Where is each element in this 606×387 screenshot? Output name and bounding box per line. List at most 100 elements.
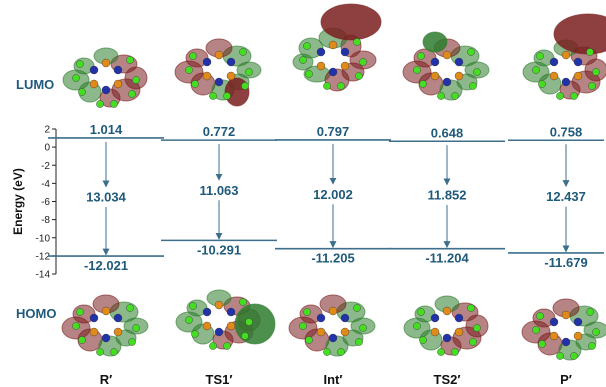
orbital-images (61, 3, 606, 361)
atom (532, 66, 540, 74)
atom (101, 85, 111, 95)
atom (226, 321, 236, 331)
lumo-row-label: LUMO (16, 77, 54, 92)
atom (556, 92, 564, 100)
atom (454, 71, 464, 81)
atom (536, 52, 544, 60)
lumo-value-label: 1.014 (90, 122, 123, 137)
atom (592, 328, 600, 336)
atom (89, 313, 99, 323)
y-axis-title: Energy (eV) (11, 168, 25, 235)
atom (76, 308, 84, 316)
orbital-lobe (224, 77, 250, 107)
molecule-orbital-image (174, 38, 262, 107)
atom (214, 50, 224, 60)
atom (454, 57, 464, 67)
atom (78, 336, 86, 344)
atom (549, 317, 559, 327)
atom (467, 48, 475, 56)
atom (214, 327, 224, 337)
y-tick-label: -8 (41, 215, 50, 226)
atom (549, 71, 559, 81)
molecule-orbital-image (402, 31, 490, 101)
atom (209, 92, 217, 100)
atom (328, 333, 338, 343)
atom (588, 82, 596, 90)
atom (214, 300, 224, 310)
molecule-orbital-image (522, 13, 606, 100)
y-tick-label: -12 (36, 251, 51, 262)
atom (323, 348, 331, 356)
atom (413, 66, 421, 74)
atom (113, 65, 123, 75)
atom (592, 68, 600, 76)
atom (337, 348, 345, 356)
gap-value-label: 11.852 (427, 187, 466, 202)
energy-axis: 2 0 -2 -4 -6 -8 -10 -12 -14 (36, 125, 57, 281)
atom (340, 313, 350, 323)
homo-value-label: -12.021 (84, 258, 128, 273)
gap-value-label: 12.437 (546, 189, 586, 204)
atom (76, 60, 84, 68)
atom (226, 57, 236, 67)
atom (442, 306, 452, 316)
molecule-orbital-image (521, 298, 606, 361)
atom (223, 92, 231, 100)
atom (561, 310, 571, 320)
atom (305, 336, 313, 344)
atom (442, 333, 452, 343)
category-label: Int′ (324, 372, 343, 387)
y-tick-label: -14 (36, 270, 51, 281)
atom (202, 307, 212, 317)
y-tick-label: 0 (44, 143, 50, 154)
atom (570, 92, 578, 100)
atom (340, 327, 350, 337)
atom (353, 38, 361, 46)
atom (323, 82, 331, 90)
atom (72, 322, 80, 330)
atom (469, 338, 477, 346)
homo-value-label: -11.205 (311, 251, 354, 266)
atom (328, 306, 338, 316)
atom (337, 82, 345, 90)
homo-value-label: -10.291 (197, 242, 241, 257)
lumo-value-label: 0.797 (317, 124, 350, 139)
atom (226, 71, 236, 81)
homo-row-label: HOMO (16, 306, 56, 321)
atom (437, 348, 445, 356)
atom (442, 77, 452, 87)
atom (126, 56, 134, 64)
atom (469, 82, 477, 90)
atom (316, 61, 326, 71)
molecule-orbital-image (403, 295, 489, 356)
atom (430, 327, 440, 337)
atom (191, 80, 199, 88)
atom (586, 48, 594, 56)
lumo-value-label: 0.758 (550, 124, 583, 139)
atom (556, 352, 564, 360)
atom (101, 58, 111, 68)
molecule-orbital-image (292, 3, 382, 92)
atom (588, 342, 596, 350)
atom (245, 68, 253, 76)
atom (573, 71, 583, 81)
atom (430, 313, 440, 323)
orbital-lobe (320, 3, 382, 41)
atom (355, 72, 363, 80)
atom (442, 50, 452, 60)
atom (467, 304, 475, 312)
atom (355, 338, 363, 346)
atom (586, 308, 594, 316)
atom (561, 77, 571, 87)
atom (473, 68, 481, 76)
atom (96, 348, 104, 356)
atom (303, 42, 311, 50)
atom (316, 327, 326, 337)
y-tick-label: -2 (41, 161, 50, 172)
atom (189, 52, 197, 60)
category-label: TS1′ (206, 372, 233, 387)
atom (132, 76, 140, 84)
y-tick-label: -4 (41, 179, 50, 190)
atom (430, 71, 440, 81)
atom (72, 74, 80, 82)
